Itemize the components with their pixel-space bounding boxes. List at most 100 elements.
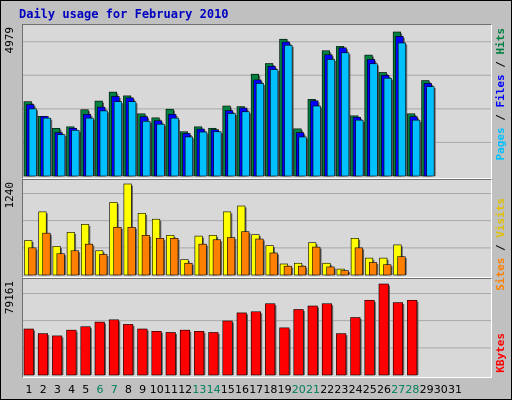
pages-bar [99,110,108,177]
pages-bar-highlight [143,121,146,176]
kbytes-bar [179,329,190,376]
kbytes-bar-highlight [322,304,326,375]
kbytes-bar [336,333,347,376]
sites-bar [269,252,278,276]
kbytes-bar [378,283,389,376]
kbytes-bar-highlight [195,331,198,375]
pages-bar-highlight [43,118,46,176]
visits-bar-highlight [351,238,354,275]
hits-bar-highlight [351,116,354,176]
kbytes-bar [37,333,49,376]
hits-bar-highlight [294,129,297,176]
kbytes-bar-highlight [308,306,311,375]
sites-bar [141,235,150,276]
x-tick-label: 31 [448,383,462,396]
pages-bar-highlight [356,120,359,176]
files-bar-highlight [98,107,100,176]
sites-bar [212,239,221,276]
kbytes-bar [279,327,290,376]
x-tick-label: 12 [178,383,192,396]
sites-bar-highlight [256,239,259,275]
kbytes-bar [265,303,276,376]
pages-bar [397,42,407,177]
kbytes-bar-highlight [393,303,397,375]
sites-bar [368,262,378,276]
hits-bar-highlight [24,102,27,176]
files-bar-highlight [169,114,171,176]
kbytes-bar-highlight [109,320,113,375]
visits-bar-highlight [39,212,42,275]
hits-bar-highlight [422,81,425,176]
kbytes-bar-highlight [251,312,255,375]
pages-bar-highlight [29,109,32,176]
kbytes-bar [23,328,34,376]
kbytes-bar [151,331,162,376]
visits-bar-highlight [96,251,98,275]
sites-bar [255,238,264,276]
sites-bar [28,247,37,276]
files-bar-highlight [27,105,29,176]
hits-bar-highlight [138,114,141,176]
pages-bar [298,136,307,177]
visits-bar-highlight [181,260,184,275]
kbytes-bar-highlight [379,284,382,375]
pages-bar-highlight [398,43,401,176]
files-bar-highlight [83,114,86,176]
pages-bar [85,117,94,177]
sites-bar-highlight [43,233,46,275]
sites-bar [170,238,179,276]
visits-bar-highlight [209,235,212,275]
kbytes-bar [293,309,304,376]
x-tick-label: 16 [235,383,249,396]
x-tick-label: 27 [391,383,405,396]
chart-title: Daily usage for February 2010 [19,7,229,21]
sites-bar-highlight [355,248,358,275]
kbytes-bar [108,319,119,376]
hits-bar-highlight [124,96,126,176]
sites-bar [383,264,392,276]
hits-bar-highlight [95,101,98,176]
pages-bar [412,119,421,177]
kbytes-bar [165,332,176,376]
files-bar-highlight [311,101,313,176]
sites-bar [340,270,349,276]
pages-bar-highlight [370,64,373,176]
x-tick-label: 29 [420,383,434,396]
pages-bar-highlight [114,102,117,176]
x-tick-label: 4 [68,383,75,396]
pages-bar-highlight [185,137,188,176]
pages-bar-highlight [285,45,288,176]
pages-bar-highlight [228,114,231,176]
hits-bar-highlight [251,74,254,176]
hits-bar-highlight [67,127,70,176]
files-bar-highlight [183,134,186,176]
pages-bar-highlight [214,132,217,176]
pages-bar [241,111,250,177]
sites-bar-highlight [369,263,372,275]
kbytes-bar [350,317,361,376]
pages-bar-highlight [58,135,60,176]
kbytes-bar [80,326,91,376]
visits-bar-highlight [110,202,113,275]
pages-bar [184,136,193,177]
x-tick-label: 2 [40,383,47,396]
pages-bar [199,131,208,177]
pages-bar [312,105,321,177]
kbytes-bar [407,299,418,376]
sites-bar [326,266,335,276]
files-bar-highlight [41,117,44,176]
kbytes-bar-highlight [95,322,98,375]
hits-bar-highlight [337,47,339,176]
pages-bar [270,69,279,177]
kbytes-bar-highlight [138,329,141,375]
sites-bar [56,253,65,276]
visits-bar-highlight [323,263,326,275]
files-bar-highlight [154,121,157,176]
pages-bar [341,52,350,177]
kbytes-bar-highlight [67,330,70,375]
pages-bar [71,130,80,177]
pages-bar-highlight [86,118,89,176]
visits-bar-highlight [25,241,27,275]
sites-bar-highlight [142,235,145,275]
sites-bar-highlight [114,227,117,275]
